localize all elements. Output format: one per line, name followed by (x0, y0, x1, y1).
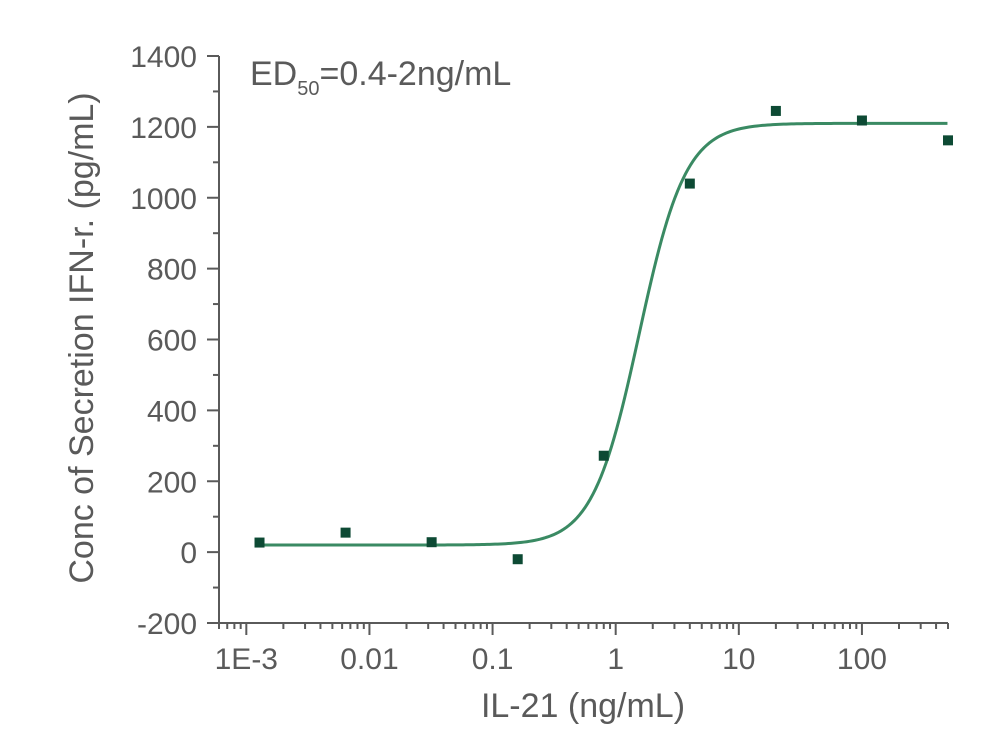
data-point (512, 554, 523, 565)
data-point (340, 527, 351, 538)
x-tick-label: 100 (837, 643, 887, 676)
data-point (426, 537, 437, 548)
ed50-annotation: ED50=0.4-2ng/mL (250, 55, 511, 100)
y-tick-label: 800 (147, 254, 197, 287)
y-tick-label: -200 (137, 608, 197, 641)
data-point (254, 537, 265, 548)
y-tick-label: 1200 (130, 112, 197, 145)
data-points (254, 105, 953, 565)
y-tick-label: 200 (147, 466, 197, 499)
data-point (598, 450, 609, 461)
y-tick-label: 1000 (130, 183, 197, 216)
axes: -200 0 200 400 600 800 1000 1200 1400 1E-3 0.01 0.1… (130, 41, 949, 676)
data-point (856, 115, 867, 126)
data-point (684, 178, 695, 189)
y-tick-label: 600 (147, 325, 197, 358)
data-point (943, 135, 953, 146)
x-tick-label: 0.1 (472, 643, 514, 676)
ed50-prefix: ED (250, 55, 297, 93)
ed50-subscript: 50 (297, 78, 319, 100)
y-axis-title: Conc of Secretion IFN-r. (pg/mL) (63, 92, 101, 583)
fit-curve (259, 121, 948, 547)
y-tick-label: 400 (147, 395, 197, 428)
y-tick-label: 1400 (130, 41, 197, 74)
data-point (770, 105, 781, 116)
x-tick-label: 1 (607, 643, 624, 676)
x-axis-title: IL-21 (ng/mL) (481, 687, 685, 725)
y-tick-label: 0 (180, 537, 197, 570)
x-tick-label: 10 (722, 643, 755, 676)
x-tick-label: 0.01 (340, 643, 398, 676)
ed50-value: =0.4-2ng/mL (319, 55, 511, 93)
x-tick-label: 1E-3 (215, 643, 278, 676)
